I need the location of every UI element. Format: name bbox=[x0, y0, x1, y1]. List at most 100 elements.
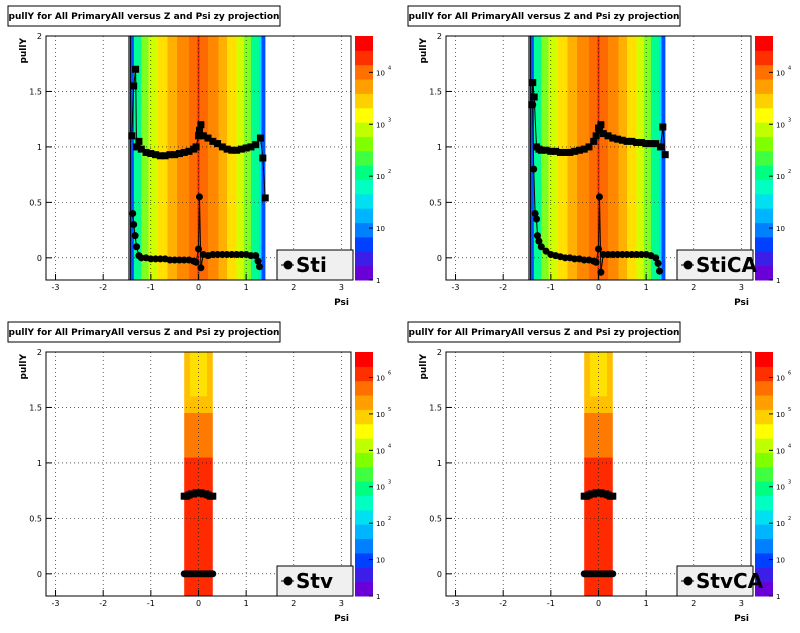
legend-label: Sti bbox=[296, 253, 327, 277]
x-tick-label: -1 bbox=[547, 283, 555, 292]
palette-label: 10 bbox=[776, 374, 785, 382]
legend-label: StvCA bbox=[696, 569, 764, 593]
data-point bbox=[529, 79, 537, 87]
data-point bbox=[530, 165, 538, 173]
y-tick-label: 1.5 bbox=[29, 403, 42, 412]
data-point bbox=[623, 137, 631, 145]
data-point bbox=[585, 143, 593, 151]
x-tick-label: 0 bbox=[596, 283, 601, 292]
palette-cell bbox=[755, 150, 773, 166]
data-point bbox=[609, 492, 617, 500]
data-point bbox=[556, 148, 564, 156]
data-point bbox=[133, 243, 141, 251]
data-point bbox=[597, 268, 605, 276]
data-point bbox=[247, 143, 255, 151]
legend: StvCA bbox=[676, 565, 764, 597]
y-axis-title: pullY bbox=[419, 354, 429, 380]
x-tick-label: -3 bbox=[52, 283, 60, 292]
title-box bbox=[407, 5, 681, 27]
data-point bbox=[618, 136, 626, 144]
data-point bbox=[242, 144, 250, 152]
palette-cell bbox=[355, 581, 373, 597]
data-point bbox=[192, 143, 200, 151]
data-point bbox=[197, 264, 205, 272]
palette-cell bbox=[755, 538, 773, 554]
x-axis-title: Psi bbox=[334, 614, 349, 624]
data-point bbox=[199, 132, 207, 140]
palette-cell bbox=[755, 495, 773, 511]
palette-cell bbox=[355, 538, 373, 554]
x-tick-label: -2 bbox=[99, 283, 107, 292]
legend-label: StiCA bbox=[696, 253, 757, 277]
legend-marker bbox=[683, 576, 693, 586]
data-point bbox=[531, 209, 539, 217]
palette-cell bbox=[755, 567, 773, 583]
palette-cell bbox=[355, 438, 373, 453]
data-point bbox=[180, 148, 188, 156]
y-tick-label: 1 bbox=[437, 459, 442, 468]
palette-cell bbox=[355, 265, 373, 281]
data-point bbox=[259, 154, 267, 162]
data-point bbox=[195, 193, 203, 201]
palette-cell bbox=[355, 136, 373, 152]
y-tick-label: 1.5 bbox=[429, 87, 442, 96]
palette-exponent: 3 bbox=[788, 480, 791, 486]
data-point bbox=[654, 259, 662, 267]
palette-label: 10 bbox=[376, 411, 385, 419]
data-point bbox=[530, 93, 538, 101]
heatmap bbox=[128, 36, 266, 280]
y-axis-title: pullY bbox=[19, 354, 29, 380]
palette-cell bbox=[355, 193, 373, 209]
data-point bbox=[656, 267, 663, 275]
data-point bbox=[256, 134, 264, 142]
x-tick-label: -2 bbox=[99, 599, 107, 608]
data-point bbox=[192, 258, 200, 266]
y-tick-label: 1 bbox=[37, 459, 42, 468]
x-tick-label: 3 bbox=[739, 599, 744, 608]
x-tick-label: 3 bbox=[339, 599, 344, 608]
x-tick-label: 0 bbox=[196, 599, 201, 608]
palette-label: 10 bbox=[776, 69, 785, 77]
data-point bbox=[132, 65, 140, 73]
data-point bbox=[185, 147, 193, 155]
palette-cell bbox=[355, 208, 373, 224]
data-point bbox=[609, 570, 617, 578]
palette-cell bbox=[355, 366, 373, 382]
palette-cell bbox=[355, 352, 373, 367]
data-point bbox=[656, 143, 664, 151]
y-tick-label: 1 bbox=[437, 143, 442, 152]
palette-cell bbox=[355, 150, 373, 166]
x-tick-label: 1 bbox=[644, 599, 649, 608]
palette-label: 10 bbox=[376, 557, 385, 565]
palette-label: 10 bbox=[376, 173, 385, 181]
y-tick-label: 2 bbox=[37, 32, 42, 41]
data-point bbox=[147, 150, 155, 158]
palette-cell bbox=[355, 452, 373, 468]
palette-cell bbox=[755, 366, 773, 382]
palette-cell bbox=[755, 165, 773, 181]
data-point bbox=[261, 194, 269, 202]
data-point bbox=[575, 146, 583, 154]
palette-cell bbox=[755, 466, 773, 482]
data-point bbox=[130, 221, 138, 229]
palette-exponent: 3 bbox=[788, 117, 791, 123]
heat-band-1 bbox=[584, 413, 613, 458]
panel-1: pullY for All PrimaryAll versus Z and Ps… bbox=[7, 5, 391, 308]
palette-cell bbox=[755, 352, 773, 367]
x-tick-label: -1 bbox=[147, 599, 155, 608]
x-tick-label: -3 bbox=[52, 599, 60, 608]
palette-cell bbox=[755, 452, 773, 468]
data-point bbox=[590, 137, 598, 145]
data-point bbox=[209, 570, 217, 578]
data-point bbox=[661, 151, 669, 159]
palette-cell bbox=[755, 265, 773, 281]
data-point bbox=[195, 245, 202, 253]
x-tick-label: 2 bbox=[691, 283, 696, 292]
data-point bbox=[537, 146, 545, 154]
palette-cell bbox=[355, 36, 373, 51]
palette-cell bbox=[355, 509, 373, 525]
title-box bbox=[407, 321, 681, 343]
palette-label: 10 bbox=[376, 447, 385, 455]
data-point bbox=[254, 257, 262, 265]
